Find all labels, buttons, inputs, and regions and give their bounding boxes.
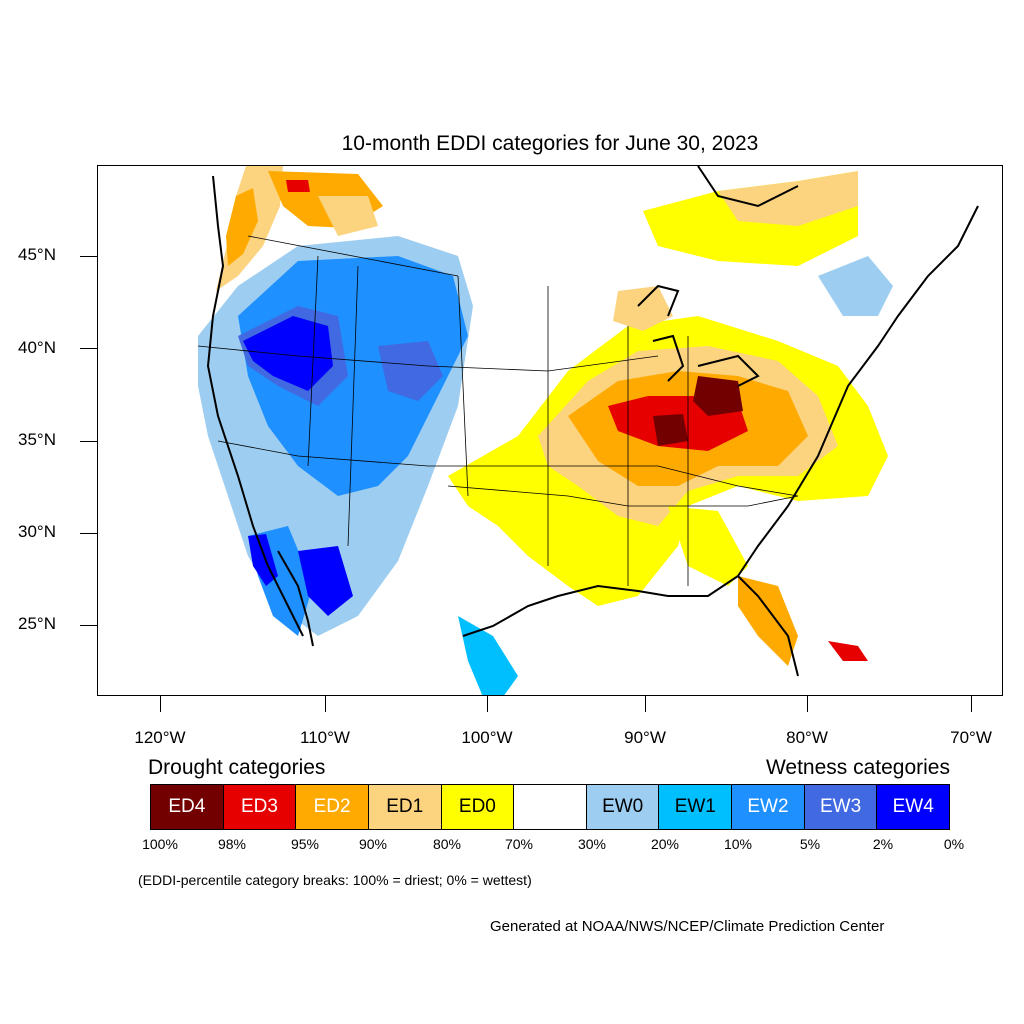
legend-cell-ed1: ED1	[368, 785, 442, 829]
credit-line: Generated at NOAA/NWS/NCEP/Climate Predi…	[490, 918, 885, 935]
lon-tick	[160, 696, 161, 712]
legend-label-ed3: ED3	[240, 796, 278, 817]
coastline	[206, 166, 979, 677]
lat-label-30n: 30°N	[18, 522, 56, 541]
lon-label-80w: 80°W	[786, 728, 828, 747]
percentile-label: 10%	[723, 836, 753, 852]
lat-tick	[80, 533, 97, 534]
drought-categories-title: Drought categories	[148, 756, 326, 779]
wetness-categories-title: Wetness categories	[765, 756, 950, 779]
category-breaks-note: (EDDI-percentile category breaks: 100% =…	[138, 872, 532, 888]
region-northeast-ew0	[818, 256, 893, 316]
lat-label-40n: 40°N	[18, 338, 56, 357]
region-idaho-ed3	[286, 180, 310, 192]
legend-label-ew1: EW1	[674, 796, 716, 817]
percentile-label: 70%	[504, 836, 534, 852]
lon-tick	[645, 696, 646, 712]
eddi-map	[197, 166, 979, 695]
legend-label-ew2: EW2	[747, 796, 789, 817]
legend-label-ed0: ED0	[458, 796, 496, 817]
legend-colorbar: ED4 ED3 ED2 ED1 ED0 EW0 EW1 EW2 EW3 EW4	[150, 784, 950, 830]
lat-label-25n: 25°N	[18, 614, 56, 633]
percentile-label: 0%	[943, 836, 965, 852]
legend-label-ed2: ED2	[313, 796, 351, 817]
region-nw-coast-ed2	[226, 188, 258, 266]
state-boundaries	[197, 235, 799, 586]
legend-cell-ed0: ED0	[441, 785, 515, 829]
lon-label-70w: 70°W	[950, 728, 992, 747]
legend-cell-ed3: ED3	[223, 785, 297, 829]
lon-label-100w: 100°W	[461, 728, 513, 747]
legend-cell-ew3: EW3	[804, 785, 878, 829]
legend-cell-neutral	[514, 785, 587, 829]
legend-cell-ew1: EW1	[659, 785, 733, 829]
lat-tick	[80, 625, 97, 626]
lon-label-90w: 90°W	[624, 728, 666, 747]
legend-cell-ew4: EW4	[877, 785, 950, 829]
lon-label-120w: 120°W	[134, 728, 186, 747]
region-sonora-ew4	[298, 546, 353, 616]
percentile-label: 5%	[799, 836, 821, 852]
legend-label-ew3: EW3	[819, 796, 862, 817]
percentile-label: 100%	[142, 836, 178, 852]
region-idaho-ed1	[318, 196, 378, 236]
map-title: 10-month EDDI categories for June 30, 20…	[341, 132, 759, 155]
region-florida-ed2	[738, 576, 798, 666]
lon-tick	[971, 696, 972, 712]
lon-tick	[487, 696, 488, 712]
region-colorado-ew3	[378, 341, 443, 401]
legend-cell-ew2: EW2	[732, 785, 805, 829]
region-upper-mi-ed1	[613, 286, 673, 331]
percentile-label: 98%	[217, 836, 247, 852]
lon-tick	[807, 696, 808, 712]
lon-tick	[325, 696, 326, 712]
percentile-label: 30%	[577, 836, 607, 852]
lat-label-35n: 35°N	[18, 430, 56, 449]
lat-tick	[80, 348, 97, 349]
legend-label-ew0: EW0	[602, 796, 644, 817]
percentile-label: 80%	[432, 836, 462, 852]
lat-tick	[80, 256, 97, 257]
map-frame	[97, 165, 1003, 696]
legend-cell-ed2: ED2	[296, 785, 369, 829]
percentile-label: 20%	[650, 836, 680, 852]
legend-cell-ed4: ED4	[151, 785, 224, 829]
lat-label-45n: 45°N	[18, 245, 56, 264]
region-indiana-ed4	[653, 414, 688, 446]
percentile-label: 2%	[872, 836, 894, 852]
region-texas-ew1	[458, 616, 518, 695]
region-southeast-ed0	[668, 506, 748, 586]
percentile-label: 95%	[290, 836, 320, 852]
legend-label-ew4: EW4	[892, 796, 934, 817]
percentile-label: 90%	[358, 836, 388, 852]
region-great-basin-ew4	[243, 316, 333, 391]
lon-label-110w: 110°W	[300, 728, 350, 747]
region-michigan-ed4	[693, 376, 743, 416]
region-cuba-ed3	[828, 641, 868, 661]
region-canada-east-ed1	[718, 171, 858, 226]
legend-label-ed1: ED1	[386, 796, 424, 817]
legend-label-ed4: ED4	[168, 796, 206, 817]
lat-tick	[80, 441, 97, 442]
legend-cell-ew0: EW0	[586, 785, 660, 829]
